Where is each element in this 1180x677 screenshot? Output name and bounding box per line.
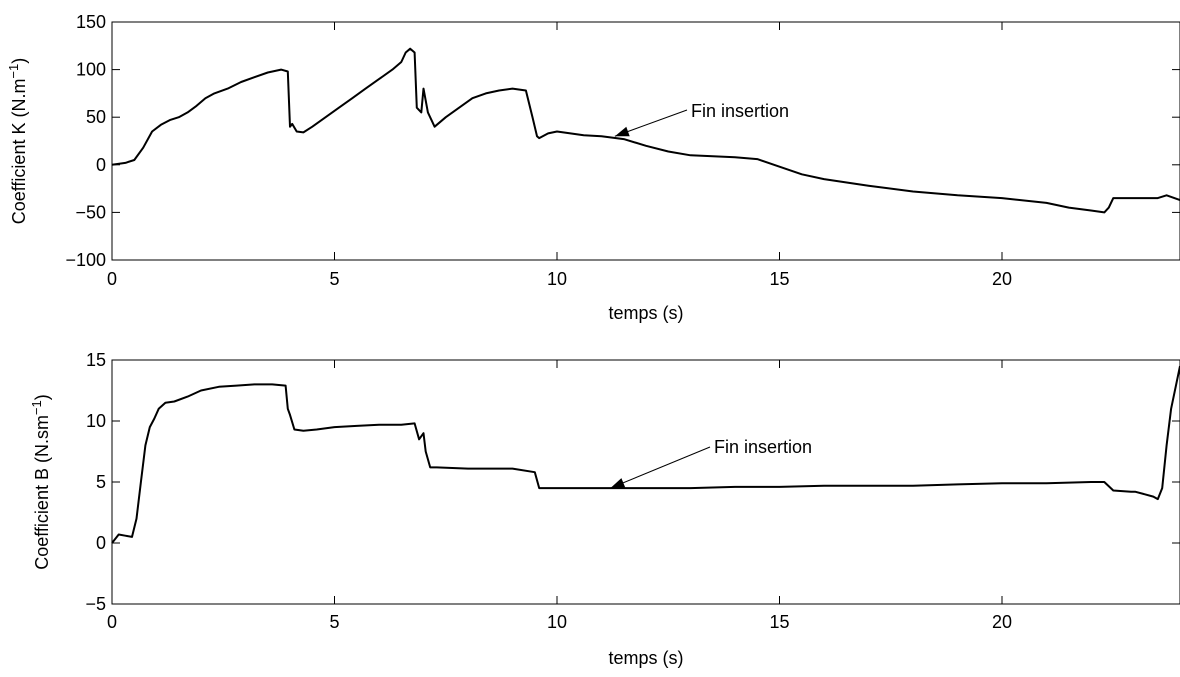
y-axis-label-superscript: −1 (29, 400, 44, 415)
y-axis-label: Coefficient B (N.sm−1) (29, 394, 52, 570)
y-axis-label-superscript: −1 (6, 64, 21, 79)
x-tick-label: 0 (107, 612, 117, 632)
y-tick-label: 15 (86, 350, 106, 370)
annotation-label: Fin insertion (691, 101, 789, 121)
chart-panel-1: 0 5 10 15 20 −100 −50 0 50 100 150 temps (s) Coeffic… (6, 12, 1180, 323)
y-tick-label: 0 (96, 155, 106, 175)
y-tick-label: 0 (96, 533, 106, 553)
y-tick-label: 100 (76, 60, 106, 80)
annotation-arrow (610, 446, 711, 489)
x-tick-label: 0 (107, 269, 117, 289)
x-axis-label: temps (s) (608, 648, 683, 668)
annotation-arrowhead (614, 126, 630, 137)
y-axis-label-main: Coefficient B (N.sm (32, 415, 52, 570)
y-tick-label: 150 (76, 12, 106, 32)
y-tick-label: −50 (75, 202, 106, 222)
annotation-arrowhead (610, 478, 626, 489)
y-tick-label: −5 (85, 594, 106, 614)
x-tick-label: 5 (329, 612, 339, 632)
x-tick-label: 10 (547, 269, 567, 289)
x-tick-label: 15 (769, 612, 789, 632)
y-axis-label-main: Coefficient K (N.m (9, 79, 29, 225)
series-line-1 (111, 365, 1180, 544)
plot-area-frame (111, 21, 1180, 261)
y-axis-label-close: ) (32, 394, 52, 400)
y-tick-label: 10 (86, 411, 106, 431)
y-tick-label: 5 (96, 472, 106, 492)
y-tick-label: 50 (86, 107, 106, 127)
x-tick-label: 10 (547, 612, 567, 632)
x-tick-label: 20 (992, 269, 1012, 289)
x-tick-label: 20 (992, 612, 1012, 632)
x-tick-label: 5 (329, 269, 339, 289)
y-axis-label: Coefficient K (N.m−1) (6, 58, 29, 225)
annotation-label: Fin insertion (714, 437, 812, 457)
y-axis-label-close: ) (9, 58, 29, 64)
y-tick-label: −100 (65, 250, 106, 270)
x-axis-label: temps (s) (608, 303, 683, 323)
series-line-1 (111, 47, 1180, 214)
x-tick-label: 15 (769, 269, 789, 289)
plot-area-frame (111, 359, 1180, 605)
